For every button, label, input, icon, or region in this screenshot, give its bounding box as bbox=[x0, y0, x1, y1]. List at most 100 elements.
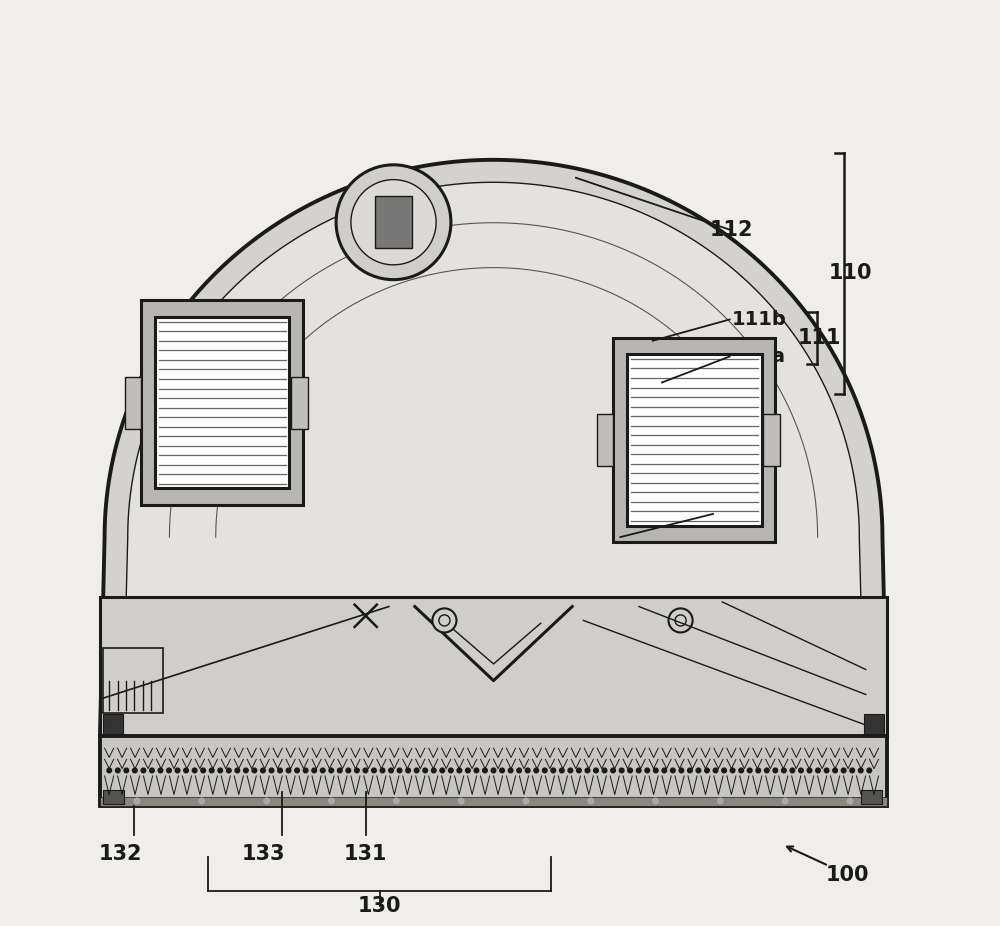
Circle shape bbox=[824, 769, 829, 772]
Circle shape bbox=[747, 769, 752, 772]
Circle shape bbox=[329, 769, 334, 772]
Circle shape bbox=[858, 769, 863, 772]
Circle shape bbox=[867, 769, 872, 772]
Bar bbox=[155, 317, 289, 489]
Circle shape bbox=[602, 769, 607, 772]
Circle shape bbox=[167, 769, 171, 772]
Bar bbox=[291, 377, 308, 429]
Circle shape bbox=[739, 769, 743, 772]
Circle shape bbox=[551, 769, 556, 772]
Circle shape bbox=[588, 798, 594, 804]
Circle shape bbox=[406, 769, 410, 772]
Circle shape bbox=[611, 769, 615, 772]
Bar bbox=[100, 597, 887, 736]
Circle shape bbox=[209, 769, 214, 772]
Circle shape bbox=[773, 769, 778, 772]
Bar bbox=[103, 790, 124, 804]
Circle shape bbox=[585, 769, 590, 772]
Circle shape bbox=[458, 798, 464, 804]
Circle shape bbox=[517, 769, 521, 772]
Text: 133: 133 bbox=[242, 844, 286, 864]
Bar bbox=[597, 414, 613, 466]
Polygon shape bbox=[123, 182, 864, 718]
Bar bbox=[861, 790, 882, 804]
Circle shape bbox=[850, 769, 855, 772]
Circle shape bbox=[568, 769, 573, 772]
Bar bbox=[125, 377, 141, 429]
Text: 111a: 111a bbox=[732, 347, 786, 366]
Text: 100: 100 bbox=[826, 865, 869, 885]
Circle shape bbox=[158, 769, 163, 772]
Circle shape bbox=[833, 769, 837, 772]
Circle shape bbox=[363, 769, 368, 772]
Bar bbox=[100, 736, 887, 806]
Circle shape bbox=[799, 769, 803, 772]
Circle shape bbox=[594, 769, 598, 772]
Circle shape bbox=[577, 769, 581, 772]
Circle shape bbox=[115, 769, 120, 772]
Circle shape bbox=[491, 769, 496, 772]
Circle shape bbox=[295, 769, 299, 772]
Circle shape bbox=[636, 769, 641, 772]
Circle shape bbox=[696, 769, 701, 772]
Circle shape bbox=[278, 769, 282, 772]
Circle shape bbox=[542, 769, 547, 772]
Circle shape bbox=[756, 769, 761, 772]
Circle shape bbox=[226, 769, 231, 772]
Circle shape bbox=[397, 769, 402, 772]
Circle shape bbox=[730, 769, 735, 772]
Circle shape bbox=[782, 769, 786, 772]
Bar bbox=[103, 648, 163, 713]
Circle shape bbox=[679, 769, 684, 772]
Circle shape bbox=[337, 769, 342, 772]
Circle shape bbox=[141, 769, 146, 772]
Text: 112: 112 bbox=[710, 219, 753, 240]
Circle shape bbox=[790, 769, 795, 772]
Circle shape bbox=[346, 769, 351, 772]
Circle shape bbox=[133, 769, 137, 772]
Circle shape bbox=[669, 608, 693, 632]
Circle shape bbox=[457, 769, 462, 772]
Circle shape bbox=[628, 769, 632, 772]
Circle shape bbox=[244, 769, 248, 772]
Text: 111b: 111b bbox=[732, 310, 786, 329]
Circle shape bbox=[525, 769, 530, 772]
Circle shape bbox=[713, 769, 718, 772]
Circle shape bbox=[124, 769, 129, 772]
Circle shape bbox=[847, 798, 853, 804]
Circle shape bbox=[389, 769, 393, 772]
Circle shape bbox=[449, 769, 453, 772]
Circle shape bbox=[201, 769, 205, 772]
Text: 131: 131 bbox=[344, 844, 387, 864]
Bar bbox=[763, 414, 780, 466]
Circle shape bbox=[184, 769, 188, 772]
Circle shape bbox=[192, 769, 197, 772]
Polygon shape bbox=[100, 160, 887, 736]
Circle shape bbox=[432, 608, 456, 632]
Circle shape bbox=[264, 798, 269, 804]
Circle shape bbox=[841, 769, 846, 772]
Circle shape bbox=[431, 769, 436, 772]
Text: 110: 110 bbox=[828, 263, 872, 283]
Circle shape bbox=[653, 798, 658, 804]
Text: 130: 130 bbox=[358, 895, 401, 916]
Circle shape bbox=[807, 769, 812, 772]
Bar bbox=[141, 300, 303, 506]
Circle shape bbox=[320, 769, 325, 772]
Circle shape bbox=[329, 798, 334, 804]
Circle shape bbox=[351, 180, 436, 265]
Text: 111: 111 bbox=[798, 328, 841, 348]
Circle shape bbox=[286, 769, 291, 772]
Circle shape bbox=[303, 769, 308, 772]
Circle shape bbox=[483, 769, 487, 772]
Circle shape bbox=[662, 769, 667, 772]
Bar bbox=[627, 355, 762, 525]
Bar bbox=[864, 714, 884, 734]
Circle shape bbox=[175, 769, 180, 772]
Circle shape bbox=[336, 165, 451, 280]
Circle shape bbox=[150, 769, 154, 772]
Circle shape bbox=[508, 769, 513, 772]
Circle shape bbox=[261, 769, 265, 772]
Circle shape bbox=[312, 769, 316, 772]
Circle shape bbox=[380, 769, 385, 772]
